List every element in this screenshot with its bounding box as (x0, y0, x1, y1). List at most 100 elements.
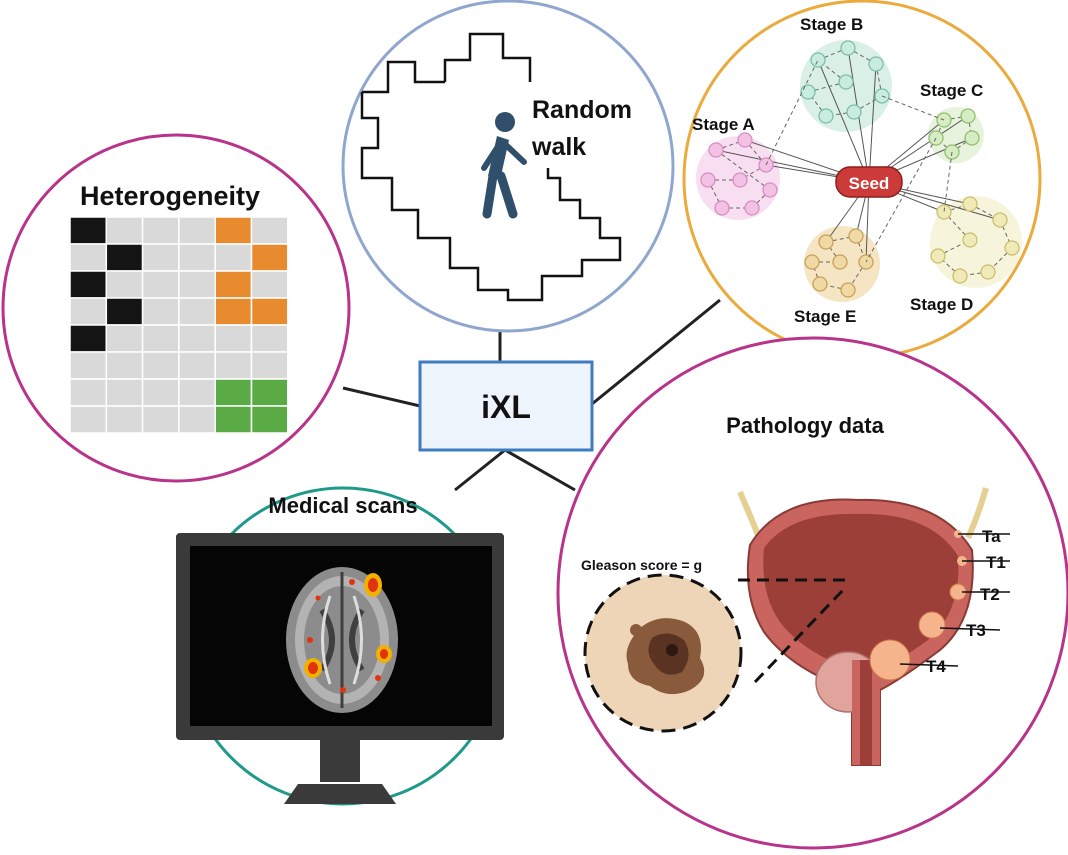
connectors (342, 298, 721, 492)
grid-cell-r0-c1 (105, 216, 144, 245)
graph-node (800, 84, 816, 100)
graph-node (818, 108, 834, 124)
grid-cell-r4-c0 (69, 324, 108, 353)
heterogeneity-title: Heterogeneity (80, 181, 260, 211)
graph-node (832, 254, 848, 270)
grid-cell-r2-c0 (69, 270, 108, 299)
connector-heterogeneity (342, 386, 421, 408)
grid-cell-r3-c2 (141, 297, 180, 326)
grid-cell-r2-c3 (178, 270, 216, 299)
grid-cell-r6-c3 (178, 378, 216, 407)
connector-medical-scans (454, 448, 506, 492)
grid-cell-r3-c1 (105, 297, 144, 326)
grid-cell-r2-c1 (105, 270, 144, 299)
cluster-stage-b: Stage B (800, 15, 892, 183)
stage-label-t2: T2 (980, 585, 1000, 604)
grid-cell-r1-c4 (214, 243, 253, 272)
heterogeneity-grid (69, 216, 289, 434)
graph-node (804, 254, 820, 270)
grid-cell-r3-c5 (250, 297, 289, 326)
grid-cell-r5-c4 (214, 351, 253, 380)
graph-node (868, 56, 884, 72)
graph-node (714, 200, 730, 216)
grid-cell-r7-c1 (105, 405, 144, 434)
graph-node (840, 40, 856, 56)
grid-cell-r5-c2 (141, 351, 180, 380)
bladder-anatomy-icon (737, 487, 989, 766)
stage-label-t1: T1 (986, 553, 1006, 572)
grid-cell-r4-c4 (214, 324, 253, 353)
graph-node (812, 276, 828, 292)
graph-node (962, 232, 978, 248)
cluster-label-4: Stage E (794, 307, 856, 326)
grid-cell-r1-c3 (178, 243, 216, 272)
pathology-title: Pathology data (726, 413, 884, 438)
grid-cell-r0-c2 (141, 216, 180, 245)
stage-label-t3: T3 (966, 621, 986, 640)
random-walk-panel: Random walk (341, 0, 675, 333)
cluster-label-3: Stage D (910, 295, 973, 314)
graph-node (838, 74, 854, 90)
graph-node (810, 52, 826, 68)
walking-person-icon (481, 112, 527, 219)
medical-scans-title: Medical scans (268, 493, 417, 518)
graph-node (732, 172, 748, 188)
random-walk-title-line2: walk (531, 133, 586, 161)
cluster-label-1: Stage B (800, 15, 863, 34)
graph-node (964, 130, 980, 146)
pathology-panel: Pathology data Ta T1 T2 T3 T4 Gleason (556, 336, 1068, 850)
grid-cell-r1-c2 (141, 243, 180, 272)
graph-node (930, 248, 946, 264)
ixl-center-box: iXL (418, 360, 594, 452)
grid-cell-r6-c5 (250, 378, 289, 407)
grid-cell-r0-c4 (214, 216, 253, 245)
graph-node (818, 234, 834, 250)
grid-cell-r3-c3 (178, 297, 216, 326)
seed-label: Seed (849, 174, 890, 193)
connector-stage-graph (591, 298, 721, 406)
grid-cell-r7-c3 (178, 405, 216, 434)
graph-node (962, 196, 978, 212)
brain-scan (286, 567, 398, 713)
stage-label-t4: T4 (926, 657, 946, 676)
grid-cell-r7-c0 (69, 405, 108, 434)
zoom-pointer (753, 586, 847, 684)
grid-cell-r0-c0 (69, 216, 108, 245)
random-walk-title-line1: Random (532, 96, 632, 124)
monitor-brain-scan-icon (176, 533, 504, 804)
grid-cell-r5-c3 (178, 351, 216, 380)
grid-cell-r5-c1 (105, 351, 144, 380)
random-walk-path (360, 32, 622, 302)
graph-node (936, 204, 952, 220)
random-walk-ring (341, 0, 675, 333)
graph-node (846, 104, 862, 120)
grid-cell-r4-c3 (178, 324, 216, 353)
grid-cell-r4-c2 (141, 324, 180, 353)
graph-node (848, 228, 864, 244)
grid-cell-r1-c5 (250, 243, 289, 272)
grid-cell-r5-c0 (69, 351, 108, 380)
grid-cell-r3-c0 (69, 297, 108, 326)
graph-node (992, 212, 1008, 228)
grid-cell-r2-c4 (214, 270, 253, 299)
stage-label-ta: Ta (982, 527, 1001, 546)
connector-pathology (504, 448, 576, 492)
grid-cell-r6-c2 (141, 378, 180, 407)
medical-scans-panel: Medical scans (176, 486, 504, 806)
grid-cell-r7-c5 (250, 405, 289, 434)
stage-graph-panel: Stage A Stage B Stage C Stage D Stage E Seed (682, 0, 1042, 359)
graph-node (708, 142, 724, 158)
grid-cell-r1-c1 (105, 243, 144, 272)
grid-cell-r6-c1 (105, 378, 144, 407)
seed-node: Seed (835, 166, 903, 198)
gleason-label: Gleason score = g (581, 557, 702, 573)
cluster-label-2: Stage C (920, 81, 983, 100)
tissue-zoom-icon (583, 573, 743, 733)
cluster-stage-d: Stage D (868, 181, 1022, 314)
grid-cell-r2-c5 (250, 270, 289, 299)
stage-leaders (899, 533, 1010, 667)
heterogeneity-panel: Heterogeneity (1, 133, 351, 483)
grid-cell-r7-c2 (141, 405, 180, 434)
grid-cell-r7-c4 (214, 405, 253, 434)
cluster-label-0: Stage A (692, 115, 755, 134)
